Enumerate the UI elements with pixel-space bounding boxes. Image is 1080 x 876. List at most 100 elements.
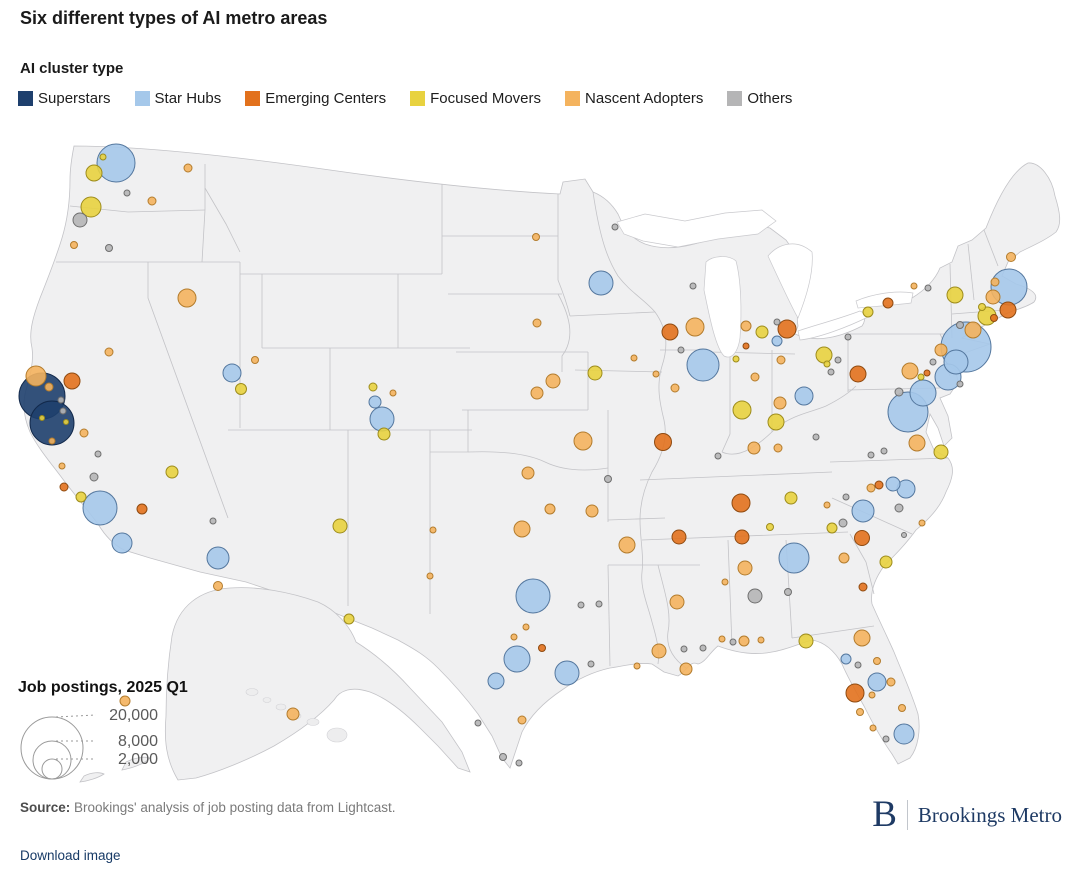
- metro-bubble-others[interactable]: [827, 368, 835, 376]
- metro-bubble-nascent-adopters[interactable]: [873, 657, 881, 665]
- metro-bubble-emerging-centers[interactable]: [849, 365, 867, 383]
- metro-bubble-star-hubs[interactable]: [778, 542, 810, 574]
- metro-bubble-others[interactable]: [773, 318, 781, 326]
- metro-bubble-others[interactable]: [901, 532, 907, 538]
- metro-bubble-others[interactable]: [699, 644, 707, 652]
- metro-bubble-others[interactable]: [611, 223, 619, 231]
- metro-bubble-emerging-centers[interactable]: [990, 314, 998, 322]
- metro-bubble-others[interactable]: [474, 719, 482, 727]
- metro-bubble-nascent-adopters[interactable]: [750, 372, 760, 382]
- metro-bubble-star-hubs[interactable]: [851, 499, 875, 523]
- metro-bubble-nascent-adopters[interactable]: [838, 552, 850, 564]
- metro-bubble-focused-movers[interactable]: [587, 365, 603, 381]
- metro-bubble-star-hubs[interactable]: [96, 143, 136, 183]
- metro-bubble-star-hubs[interactable]: [885, 476, 901, 492]
- metro-bubble-others[interactable]: [123, 189, 131, 197]
- metro-bubble-emerging-centers[interactable]: [734, 529, 750, 545]
- metro-bubble-focused-movers[interactable]: [946, 286, 964, 304]
- metro-bubble-nascent-adopters[interactable]: [868, 691, 876, 699]
- metro-bubble-nascent-adopters[interactable]: [521, 466, 535, 480]
- metro-bubble-focused-movers[interactable]: [879, 555, 893, 569]
- metro-bubble-others[interactable]: [838, 518, 848, 528]
- metro-bubble-nascent-adopters[interactable]: [426, 572, 434, 580]
- metro-bubble-nascent-adopters[interactable]: [573, 431, 593, 451]
- metro-bubble-nascent-adopters[interactable]: [823, 501, 831, 509]
- metro-bubble-nascent-adopters[interactable]: [910, 282, 918, 290]
- metro-bubble-emerging-centers[interactable]: [731, 493, 751, 513]
- metro-bubble-nascent-adopters[interactable]: [119, 695, 131, 707]
- metro-bubble-nascent-adopters[interactable]: [773, 443, 783, 453]
- metro-bubble-nascent-adopters[interactable]: [990, 277, 1000, 287]
- metro-bubble-nascent-adopters[interactable]: [773, 396, 787, 410]
- metro-bubble-others[interactable]: [677, 346, 685, 354]
- metro-bubble-star-hubs[interactable]: [893, 723, 915, 745]
- metro-bubble-others[interactable]: [956, 321, 964, 329]
- metro-bubble-others[interactable]: [842, 493, 850, 501]
- metro-bubble-emerging-centers[interactable]: [858, 582, 868, 592]
- metro-bubble-nascent-adopters[interactable]: [630, 354, 638, 362]
- metro-bubble-nascent-adopters[interactable]: [737, 560, 753, 576]
- metro-bubble-emerging-centers[interactable]: [845, 683, 865, 703]
- metro-bubble-nascent-adopters[interactable]: [48, 437, 56, 445]
- metro-bubble-emerging-centers[interactable]: [777, 319, 797, 339]
- metro-bubble-nascent-adopters[interactable]: [532, 233, 540, 241]
- metro-bubble-nascent-adopters[interactable]: [898, 704, 906, 712]
- metro-bubble-nascent-adopters[interactable]: [776, 355, 786, 365]
- metro-bubble-nascent-adopters[interactable]: [251, 356, 259, 364]
- metro-bubble-emerging-centers[interactable]: [923, 369, 931, 377]
- metro-bubble-focused-movers[interactable]: [165, 465, 179, 479]
- metro-bubble-others[interactable]: [834, 356, 842, 364]
- metro-bubble-nascent-adopters[interactable]: [866, 483, 876, 493]
- metro-bubble-focused-movers[interactable]: [823, 360, 831, 368]
- metro-bubble-star-hubs[interactable]: [794, 386, 814, 406]
- metro-bubble-nascent-adopters[interactable]: [918, 519, 926, 527]
- metro-bubble-emerging-centers[interactable]: [854, 530, 870, 546]
- metro-bubble-nascent-adopters[interactable]: [532, 318, 542, 328]
- metro-bubble-focused-movers[interactable]: [80, 196, 102, 218]
- metro-bubble-star-hubs[interactable]: [943, 349, 969, 375]
- metro-bubble-nascent-adopters[interactable]: [104, 347, 114, 357]
- metro-bubble-star-hubs[interactable]: [222, 363, 242, 383]
- metro-bubble-star-hubs[interactable]: [503, 645, 531, 673]
- metro-bubble-star-hubs[interactable]: [771, 335, 783, 347]
- metro-bubble-others[interactable]: [209, 517, 217, 525]
- metro-bubble-nascent-adopters[interactable]: [853, 629, 871, 647]
- metro-bubble-nascent-adopters[interactable]: [70, 241, 78, 249]
- metro-bubble-nascent-adopters[interactable]: [183, 163, 193, 173]
- metro-bubble-nascent-adopters[interactable]: [718, 635, 726, 643]
- metro-bubble-focused-movers[interactable]: [755, 325, 769, 339]
- metro-bubble-focused-movers[interactable]: [815, 346, 833, 364]
- metro-bubble-others[interactable]: [499, 753, 507, 761]
- metro-bubble-others[interactable]: [515, 759, 523, 767]
- metro-bubble-star-hubs[interactable]: [368, 395, 382, 409]
- metro-bubble-others[interactable]: [604, 475, 612, 483]
- metro-bubble-focused-movers[interactable]: [978, 303, 986, 311]
- metro-bubble-focused-movers[interactable]: [99, 153, 107, 161]
- metro-bubble-nascent-adopters[interactable]: [544, 503, 556, 515]
- metro-bubble-nascent-adopters[interactable]: [25, 365, 47, 387]
- metro-bubble-star-hubs[interactable]: [487, 672, 505, 690]
- metro-bubble-others[interactable]: [894, 503, 904, 513]
- metro-bubble-nascent-adopters[interactable]: [679, 662, 693, 676]
- metro-bubble-emerging-centers[interactable]: [671, 529, 687, 545]
- metro-bubble-star-hubs[interactable]: [515, 578, 551, 614]
- metro-bubble-nascent-adopters[interactable]: [633, 662, 641, 670]
- metro-bubble-nascent-adopters[interactable]: [177, 288, 197, 308]
- metro-bubble-others[interactable]: [924, 284, 932, 292]
- metro-bubble-focused-movers[interactable]: [85, 164, 103, 182]
- metro-bubble-focused-movers[interactable]: [798, 633, 814, 649]
- metro-bubble-focused-movers[interactable]: [767, 413, 785, 431]
- metro-bubble-others[interactable]: [812, 433, 820, 441]
- metro-bubble-focused-movers[interactable]: [343, 613, 355, 625]
- metro-bubble-nascent-adopters[interactable]: [147, 196, 157, 206]
- metro-bubble-focused-movers[interactable]: [862, 306, 874, 318]
- metro-bubble-star-hubs[interactable]: [369, 406, 395, 432]
- metro-bubble-nascent-adopters[interactable]: [652, 370, 660, 378]
- metro-bubble-others[interactable]: [59, 407, 67, 415]
- metro-bubble-others[interactable]: [747, 588, 763, 604]
- metro-bubble-nascent-adopters[interactable]: [429, 526, 437, 534]
- metro-bubble-nascent-adopters[interactable]: [934, 343, 948, 357]
- metro-bubble-nascent-adopters[interactable]: [886, 677, 896, 687]
- metro-bubble-focused-movers[interactable]: [332, 518, 348, 534]
- metro-bubble-others[interactable]: [844, 333, 852, 341]
